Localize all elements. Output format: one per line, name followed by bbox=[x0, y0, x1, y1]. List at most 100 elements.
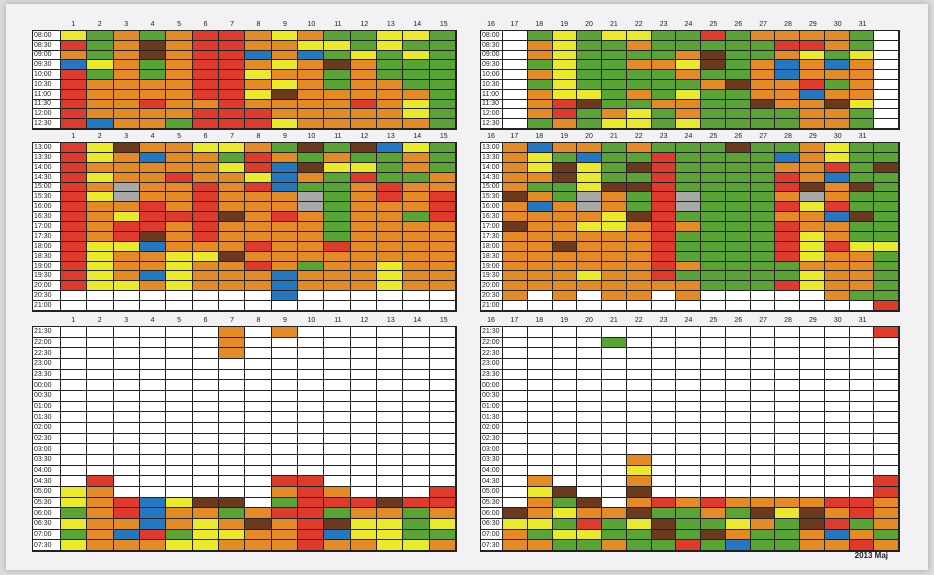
schedule-cell bbox=[849, 291, 875, 302]
schedule-cell bbox=[824, 369, 850, 381]
schedule-cell bbox=[676, 212, 701, 223]
schedule-cell bbox=[140, 391, 167, 402]
schedule-cell bbox=[377, 348, 404, 359]
schedule-cell bbox=[602, 80, 627, 90]
schedule-cell bbox=[552, 31, 578, 41]
time-label: 22:30 bbox=[33, 348, 61, 359]
schedule-cell bbox=[577, 202, 602, 213]
schedule-cell bbox=[849, 487, 875, 498]
schedule-cell bbox=[701, 465, 726, 477]
schedule-cell bbox=[651, 508, 677, 519]
schedule-cell bbox=[271, 529, 298, 541]
schedule-cell bbox=[166, 202, 193, 213]
schedule-cell bbox=[651, 271, 677, 282]
day-header-21: 21 bbox=[610, 133, 618, 140]
schedule-cell bbox=[503, 70, 528, 80]
schedule-cell bbox=[626, 337, 652, 349]
day-header-19: 19 bbox=[560, 317, 569, 324]
schedule-cell bbox=[626, 348, 652, 359]
schedule-cell bbox=[676, 99, 701, 110]
day-header-1: 1 bbox=[71, 133, 76, 140]
schedule-cell bbox=[824, 261, 850, 272]
schedule-cell bbox=[800, 327, 825, 338]
schedule-cell bbox=[192, 348, 219, 359]
schedule-cell bbox=[219, 31, 246, 41]
schedule-cell bbox=[552, 348, 578, 359]
schedule-cell bbox=[651, 465, 677, 477]
schedule-cell bbox=[298, 540, 325, 551]
schedule-cell bbox=[298, 529, 325, 541]
schedule-cell bbox=[140, 519, 167, 530]
schedule-cell bbox=[602, 109, 627, 120]
schedule-cell bbox=[527, 529, 553, 541]
schedule-cell bbox=[676, 433, 701, 445]
schedule-cell bbox=[245, 172, 272, 183]
schedule-cell bbox=[800, 251, 825, 262]
schedule-cell bbox=[800, 401, 825, 413]
schedule-cell bbox=[245, 162, 272, 173]
schedule-cell bbox=[651, 337, 677, 349]
schedule-cell bbox=[219, 348, 246, 359]
schedule-cell bbox=[874, 60, 899, 71]
day-header-14: 14 bbox=[413, 133, 422, 140]
schedule-cell bbox=[676, 540, 701, 551]
schedule-cell bbox=[626, 369, 652, 381]
schedule-cell bbox=[350, 529, 377, 541]
schedule-cell bbox=[874, 40, 899, 51]
schedule-cell bbox=[552, 202, 578, 213]
schedule-cell bbox=[849, 519, 875, 530]
schedule-cell bbox=[113, 433, 140, 445]
schedule-cell bbox=[140, 60, 167, 71]
schedule-cell bbox=[849, 301, 875, 311]
time-label: 07:30 bbox=[481, 540, 503, 551]
schedule-cell bbox=[676, 40, 701, 51]
schedule-cell bbox=[503, 455, 528, 466]
schedule-cell bbox=[849, 251, 875, 262]
schedule-cell bbox=[602, 271, 627, 282]
schedule-cell bbox=[626, 231, 652, 242]
schedule-cell bbox=[166, 31, 193, 41]
schedule-cell bbox=[527, 80, 553, 90]
schedule-cell bbox=[61, 380, 88, 391]
schedule-cell bbox=[577, 529, 602, 541]
schedule-cell bbox=[626, 519, 652, 530]
schedule-cell bbox=[701, 162, 726, 173]
schedule-cell bbox=[350, 281, 377, 292]
schedule-cell bbox=[552, 401, 578, 413]
schedule-cell bbox=[701, 423, 726, 434]
schedule-cell bbox=[140, 433, 167, 445]
schedule-cell bbox=[824, 109, 850, 120]
schedule-cell bbox=[602, 251, 627, 262]
schedule-cell bbox=[298, 444, 325, 455]
schedule-cell bbox=[800, 369, 825, 381]
schedule-cell bbox=[626, 152, 652, 163]
schedule-cell bbox=[626, 80, 652, 90]
schedule-cell bbox=[219, 465, 246, 477]
schedule-cell bbox=[87, 529, 114, 541]
schedule-cell bbox=[113, 99, 140, 110]
schedule-cell bbox=[87, 508, 114, 519]
schedule-cell bbox=[676, 80, 701, 90]
schedule-cell bbox=[324, 337, 351, 349]
schedule-cell bbox=[140, 172, 167, 183]
schedule-cell bbox=[874, 465, 899, 477]
schedule-cell bbox=[113, 281, 140, 292]
day-header-19: 19 bbox=[560, 133, 569, 140]
schedule-cell bbox=[874, 497, 899, 509]
time-label: 00:00 bbox=[33, 380, 61, 391]
day-header-28: 28 bbox=[784, 317, 792, 324]
schedule-cell bbox=[750, 359, 776, 370]
day-header-29: 29 bbox=[809, 21, 817, 28]
schedule-cell bbox=[552, 231, 578, 242]
schedule-cell bbox=[87, 359, 114, 370]
schedule-cell bbox=[725, 327, 751, 338]
schedule-cell bbox=[626, 119, 652, 129]
schedule-cell bbox=[87, 271, 114, 282]
schedule-cell bbox=[651, 529, 677, 541]
day-header-7: 7 bbox=[230, 133, 234, 140]
schedule-cell bbox=[725, 391, 751, 402]
schedule-cell bbox=[527, 444, 553, 455]
schedule-cell bbox=[701, 80, 726, 90]
schedule-cell bbox=[271, 40, 298, 51]
day-header-28: 28 bbox=[784, 133, 792, 140]
